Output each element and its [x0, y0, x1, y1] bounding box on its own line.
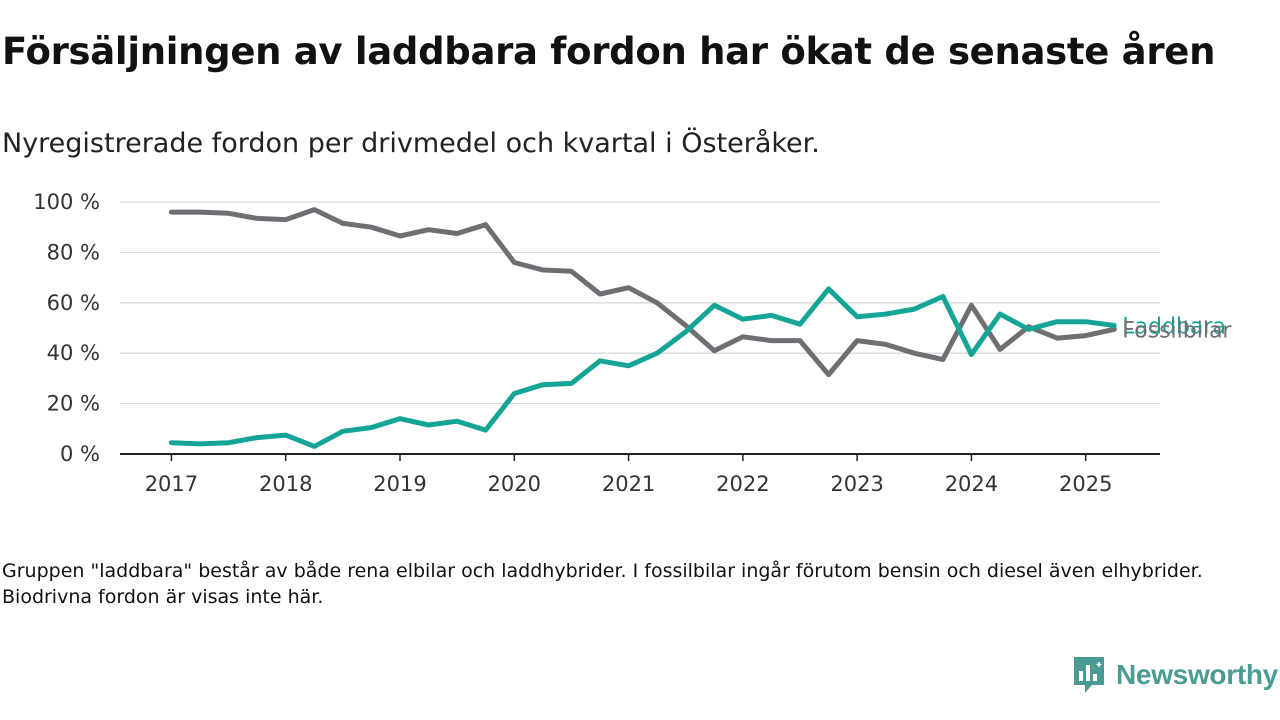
newsworthy-logo[interactable]: Newsworthy	[1072, 655, 1278, 695]
series-lines	[168, 207, 1117, 449]
x-tick-label: 2020	[488, 472, 541, 496]
x-tick-label: 2018	[259, 472, 312, 496]
y-tick-label: 100 %	[33, 190, 100, 214]
y-axis: 0 % 20 % 40 % 60 % 80 % 100 %	[33, 190, 100, 466]
grid-lines	[120, 201, 1160, 405]
y-tick-label: 0 %	[60, 442, 100, 466]
x-tick-label: 2021	[602, 472, 655, 496]
series-label-fossilbilar: Fossilbilar	[1122, 318, 1232, 343]
y-tick-label: 40 %	[47, 341, 100, 365]
x-tick-label: 2017	[145, 472, 198, 496]
y-tick-label: 20 %	[47, 392, 100, 416]
x-tick-label: 2019	[373, 472, 426, 496]
series-line-fossilbilar	[168, 207, 1117, 378]
series-label-laddbara: Laddbara	[1122, 314, 1226, 339]
chart-title: Försäljningen av laddbara fordon har öka…	[2, 30, 1216, 73]
x-tick-label: 2024	[945, 472, 998, 496]
footnote: Gruppen "laddbara" består av både rena e…	[2, 560, 1203, 608]
x-tick-label: 2022	[716, 472, 769, 496]
x-tick-label: 2023	[830, 472, 883, 496]
y-tick-label: 60 %	[47, 291, 100, 315]
x-tick-label: 2025	[1059, 472, 1112, 496]
series-line-laddbara	[168, 286, 1117, 449]
newsworthy-logo-icon	[1074, 657, 1104, 693]
y-tick-label: 80 %	[47, 240, 100, 264]
brand-name: Newsworthy	[1116, 659, 1278, 690]
x-axis: 2017 2018 2019 2020 2021 2022 2023 2024 2025	[120, 453, 1160, 496]
line-chart: 0 % 20 % 40 % 60 % 80 % 100 % 2017 2018 2019 202…	[33, 190, 1232, 496]
chart-subtitle: Nyregistrerade fordon per drivmedel och …	[2, 128, 820, 159]
